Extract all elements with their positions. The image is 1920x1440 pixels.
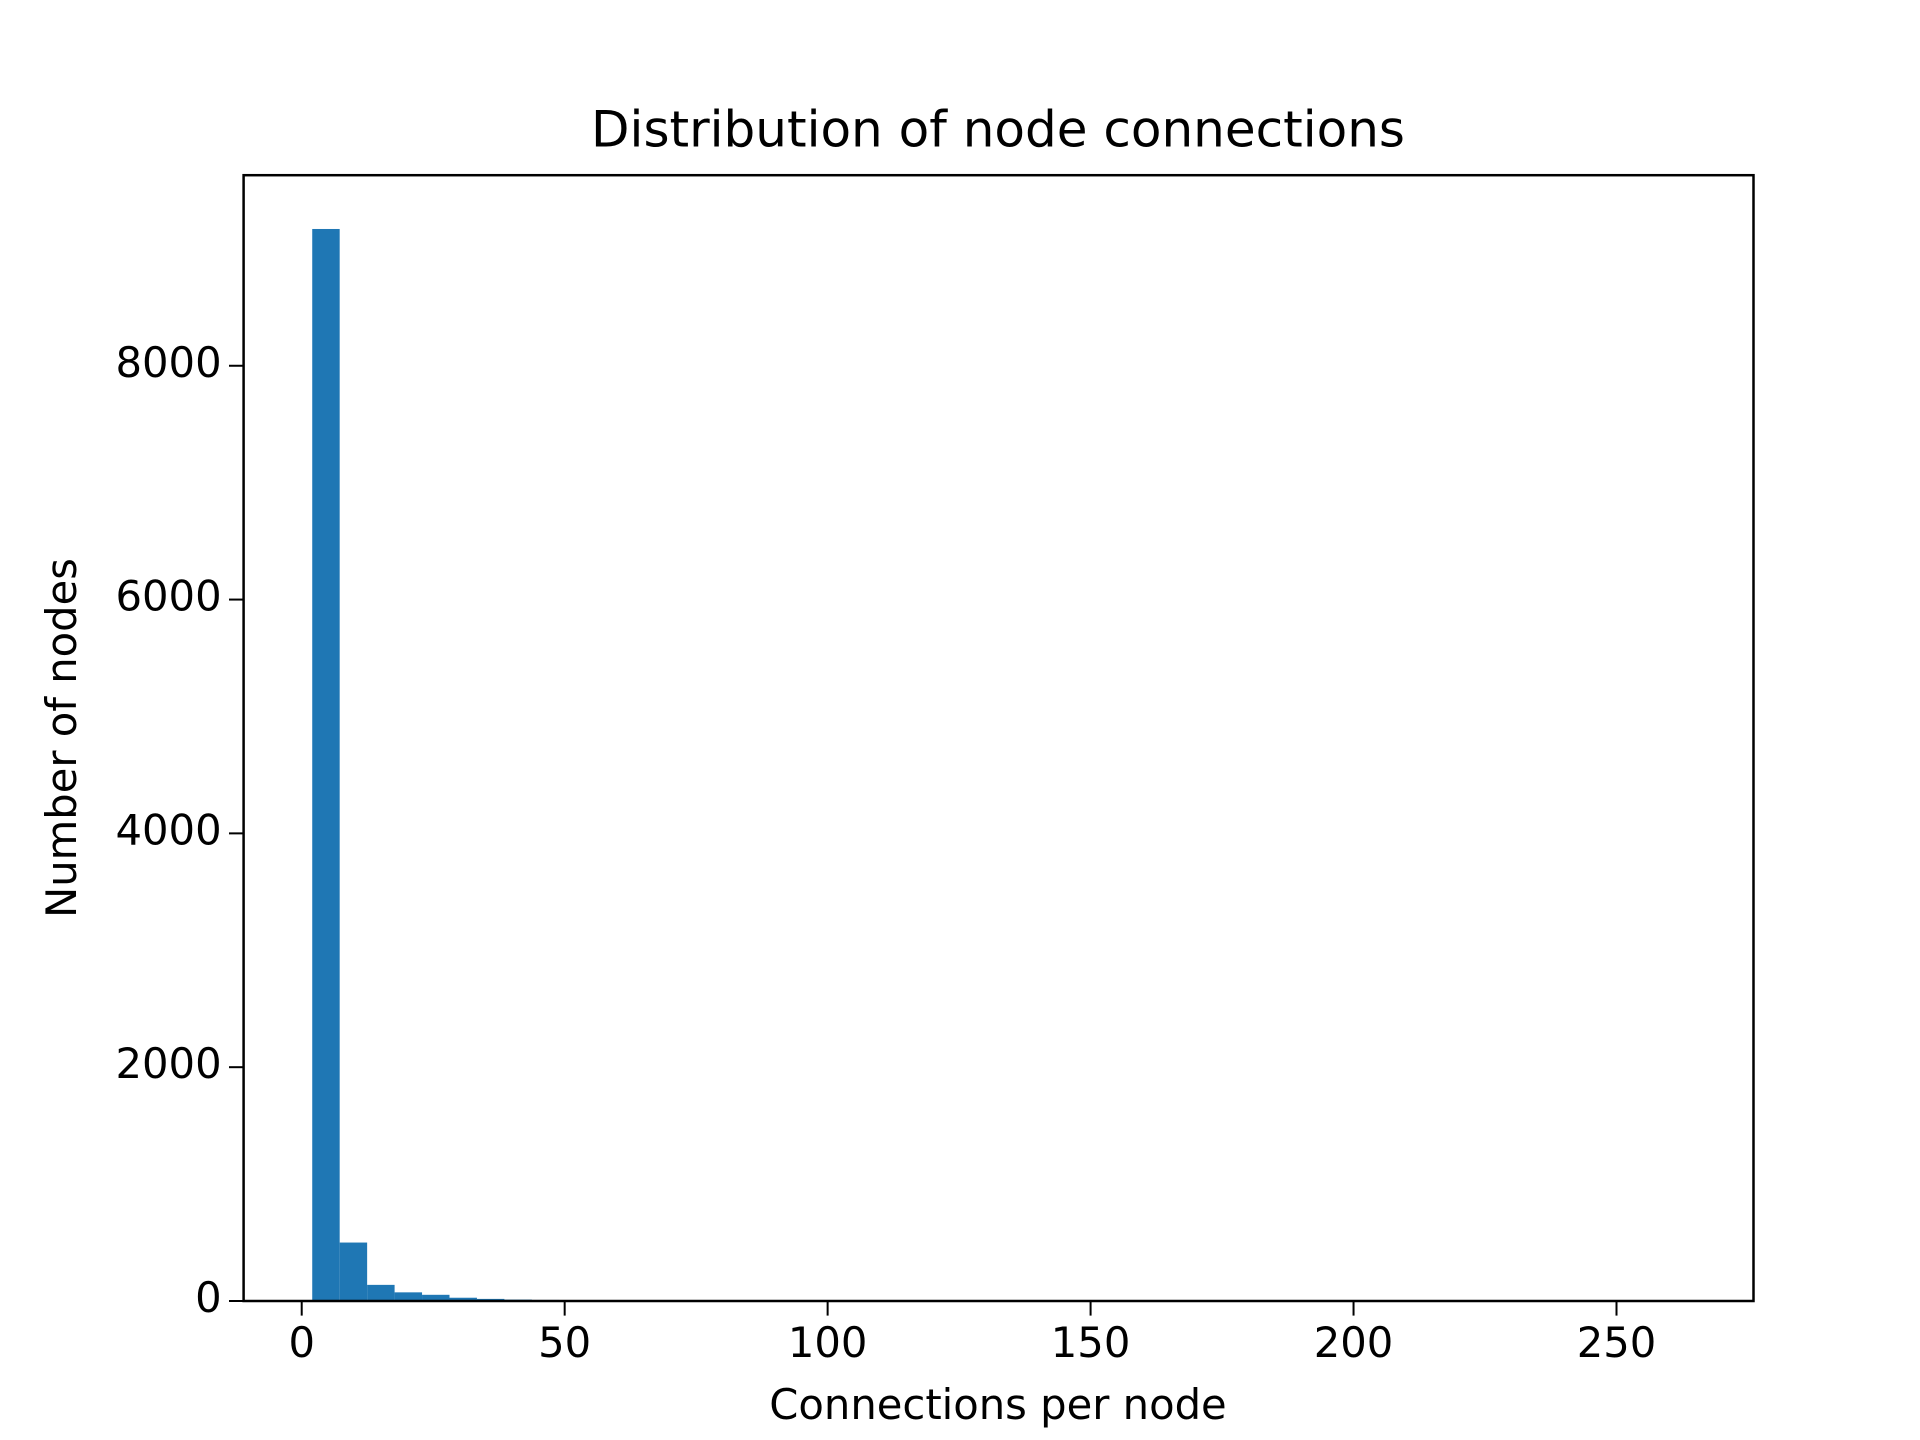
bar bbox=[422, 1294, 450, 1301]
bar bbox=[394, 1292, 423, 1301]
y-tick-label: 8000 bbox=[116, 338, 222, 387]
plot-frame bbox=[242, 173, 1755, 1303]
y-tick-label: 6000 bbox=[116, 572, 222, 621]
y-tick-label: 0 bbox=[195, 1273, 222, 1322]
chart-title: Distribution of node connections bbox=[591, 101, 1405, 159]
bar bbox=[312, 228, 340, 1301]
x-axis-label: Connections per node bbox=[769, 1380, 1226, 1429]
x-tick-label: 250 bbox=[1577, 1318, 1657, 1367]
x-tick-label: 100 bbox=[788, 1318, 868, 1367]
y-tick-label: 2000 bbox=[116, 1039, 222, 1088]
y-tick-label: 4000 bbox=[116, 805, 222, 854]
bar bbox=[339, 1242, 368, 1301]
bar bbox=[449, 1297, 477, 1301]
x-tick-label: 50 bbox=[538, 1318, 591, 1367]
x-tick-label: 200 bbox=[1314, 1318, 1394, 1367]
x-tick-label: 0 bbox=[288, 1318, 315, 1367]
bar bbox=[367, 1284, 395, 1301]
y-axis-label: Number of nodes bbox=[37, 558, 86, 918]
x-tick-label: 150 bbox=[1051, 1318, 1131, 1367]
